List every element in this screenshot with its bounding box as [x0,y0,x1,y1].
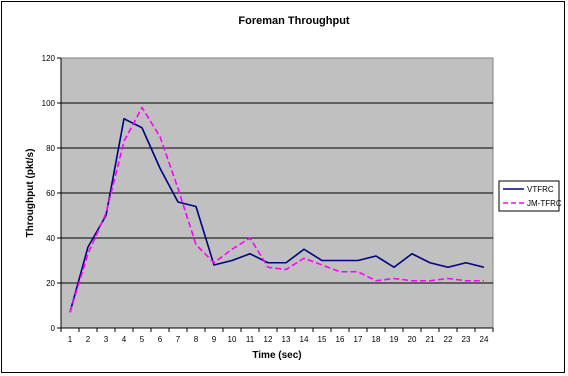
y-tick-label-120: 120 [42,54,56,63]
x-tick-label-4: 4 [122,335,127,344]
x-tick-label-2: 2 [86,335,91,344]
chart-title: Foreman Throughput [238,15,350,27]
series-line-vtfrc [69,117,485,313]
x-tick-label-3: 3 [104,335,109,344]
x-tick-label-22: 22 [444,335,453,344]
x-tick-label-14: 14 [300,335,309,344]
legend: VTFRC JM-TFRC [498,180,562,212]
gridlines [61,102,493,284]
y-tick-label-40: 40 [46,234,55,243]
x-tick-label-24: 24 [480,335,489,344]
legend-label-jm-tfrc: JM-TFRC [527,199,562,208]
x-tick-label-17: 17 [354,335,363,344]
y-tick-label-60: 60 [46,189,55,198]
x-tick-label-13: 13 [282,335,291,344]
x-tick-label-9: 9 [212,335,217,344]
x-axis-title: Time (sec) [252,350,301,361]
x-tick-label-18: 18 [372,335,381,344]
x-axis-ticks: 1 2 3 4 5 6 7 8 9 10 11 12 13 14 15 16 17 18 19 20 21 22 23 24 [60,328,494,344]
x-tick-label-7: 7 [176,335,181,344]
y-tick-label-80: 80 [46,144,55,153]
y-tick-label-100: 100 [42,99,56,108]
x-tick-label-15: 15 [318,335,327,344]
x-tick-label-20: 20 [408,335,417,344]
series-layer [69,106,485,313]
x-tick-label-6: 6 [158,335,163,344]
y-tick-label-0: 0 [51,324,56,333]
y-tick-label-20: 20 [46,279,55,288]
x-tick-label-16: 16 [336,335,345,344]
x-tick-label-10: 10 [228,335,237,344]
x-tick-label-8: 8 [194,335,199,344]
x-tick-label-11: 11 [246,335,255,344]
x-tick-label-12: 12 [264,335,273,344]
y-axis-title: Throughput (pkt/s) [25,149,36,238]
x-tick-label-19: 19 [390,335,399,344]
x-tick-label-23: 23 [462,335,471,344]
x-tick-label-5: 5 [140,335,145,344]
legend-box [498,180,560,212]
x-tick-label-1: 1 [68,335,73,344]
series-line-jm-tfrc [69,106,484,313]
x-tick-label-21: 21 [426,335,435,344]
legend-label-vtfrc: VTFRC [527,185,554,194]
